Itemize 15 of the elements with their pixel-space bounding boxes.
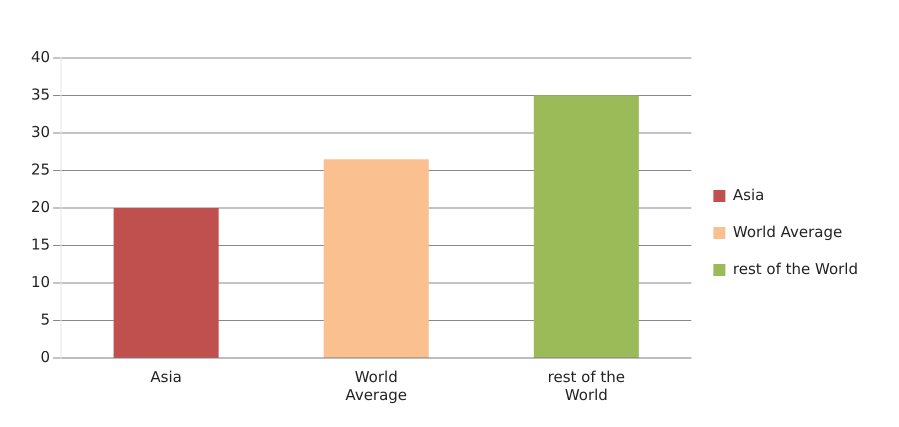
y-tick-label: 15 xyxy=(30,235,50,254)
legend-label: World Average xyxy=(732,222,842,241)
x-tick-label: rest of the World xyxy=(548,368,626,404)
y-tick-label: 40 xyxy=(30,48,50,66)
y-tick-label: 10 xyxy=(30,272,50,291)
x-tick-label: Asia xyxy=(150,368,182,386)
y-tick-label: 35 xyxy=(30,85,50,104)
legend-label: rest of the World xyxy=(732,260,858,278)
y-tick-label: 25 xyxy=(30,160,50,178)
y-tick-label: 20 xyxy=(30,198,50,216)
legend-label: Asia xyxy=(732,186,764,204)
y-tick-label: 0 xyxy=(40,348,50,366)
x-tick-label: World Average xyxy=(345,368,408,404)
y-tick-label: 5 xyxy=(40,310,50,328)
y-tick-label: 30 xyxy=(30,122,50,141)
